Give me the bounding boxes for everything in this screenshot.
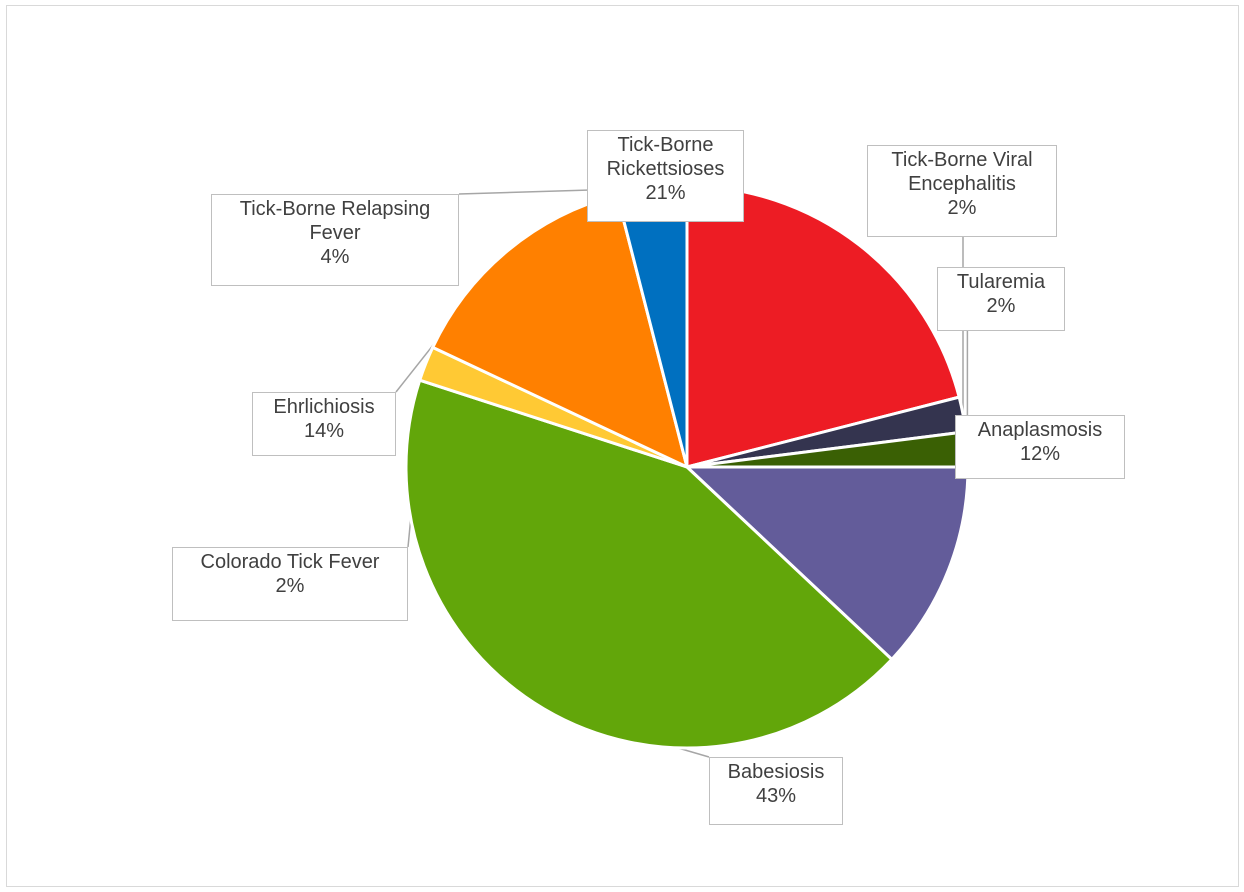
data-label-percent: 2% xyxy=(275,575,305,597)
data-label-tick-borne-viral-encephalitis: Tick-Borne Viral Encephalitis 2% xyxy=(867,145,1057,237)
data-label-category: Ehrlichiosis xyxy=(273,396,375,418)
data-label-babesiosis: Babesiosis 43% xyxy=(709,757,843,825)
data-label-percent: 21% xyxy=(645,182,686,204)
data-label-percent: 12% xyxy=(1019,443,1061,465)
data-label-percent: 2% xyxy=(986,295,1016,317)
data-label-percent: 14% xyxy=(303,420,345,442)
data-label-category: Anaplasmosis xyxy=(977,419,1103,441)
data-label-percent: 43% xyxy=(755,785,797,807)
data-label-tick-borne-relapsing-fever: Tick-Borne Relapsing Fever 4% xyxy=(211,194,459,286)
pie-slice-anaplasmosis xyxy=(685,465,970,661)
data-label-percent: 2% xyxy=(947,197,977,219)
data-label-percent: 4% xyxy=(320,246,350,268)
data-label-category: Colorado Tick Fever xyxy=(200,551,380,573)
pie-slices xyxy=(404,184,970,750)
data-label-category: Tularemia xyxy=(956,271,1046,293)
data-label-anaplasmosis: Anaplasmosis 12% xyxy=(955,415,1125,479)
data-label-tick-borne-rickettsioses: Tick-Borne Rickettsioses 21% xyxy=(587,130,744,222)
pie-slice-babesiosis xyxy=(404,378,894,750)
data-label-ehrlichiosis: Ehrlichiosis 14% xyxy=(252,392,396,456)
data-label-category: Tick-Borne Viral Encephalitis xyxy=(891,149,1033,195)
data-label-category: Babesiosis xyxy=(727,761,825,783)
data-label-category: Tick-Borne Rickettsioses xyxy=(606,134,725,180)
data-label-colorado-tick-fever: Colorado Tick Fever 2% xyxy=(172,547,408,621)
data-label-category: Tick-Borne Relapsing Fever xyxy=(239,198,431,244)
data-label-tularemia: Tularemia 2% xyxy=(937,267,1065,331)
